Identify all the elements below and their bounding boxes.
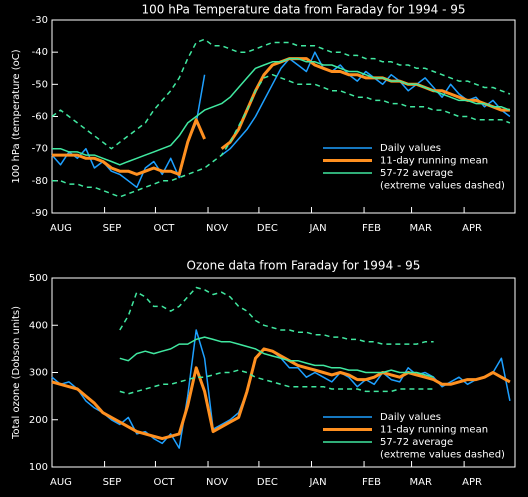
y-tick-label: 100 [29,462,48,473]
x-tick-label: OCT [153,477,175,488]
series-line [52,57,510,176]
legend-label: Daily values [380,412,441,423]
series-line [51,51,511,189]
x-tick-label: AUG [50,477,72,488]
y-tick-label: 400 [29,320,48,331]
legend-label: 11-day running mean [380,156,488,167]
x-tick-label: APR [462,477,482,488]
series-line [51,347,511,441]
extreme-lower-line [119,369,434,395]
x-tick-label: NOV [206,477,228,488]
extreme-upper-line [119,286,434,345]
legend-label: (extreme values dashed) [380,181,505,192]
chart-title: 100 hPa Temperature data from Faraday fo… [141,3,465,17]
series-line [52,57,511,166]
x-tick-label: SEP [103,477,122,488]
y-tick-label: -60 [32,112,48,123]
chart-title: Ozone data from Faraday for 1994 - 95 [187,259,421,273]
x-tick-label: FEB [362,477,381,488]
legend-label: 57-72 average [380,168,453,179]
x-tick-label: AUG [50,223,72,234]
y-tick-label: 200 [29,415,48,426]
extreme-lower-line [52,73,511,198]
x-tick-label: APR [462,223,482,234]
extreme-upper-line [51,38,511,150]
y-axis-label: 100 hPa (temperature (oC) [11,49,22,183]
x-tick-label: JAN [308,223,326,234]
x-tick-label: NOV [206,223,228,234]
y-tick-label: 500 [29,273,48,284]
x-tick-label: OCT [153,223,175,234]
y-tick-label: -40 [32,47,48,58]
x-tick-label: SEP [103,223,122,234]
x-tick-label: DEC [257,223,278,234]
legend-label: 11-day running mean [380,425,488,436]
y-tick-label: -80 [32,176,48,187]
y-tick-label: 300 [29,368,48,379]
series-line [119,336,434,378]
x-tick-label: DEC [257,477,278,488]
x-tick-label: FEB [362,223,381,234]
y-tick-label: -30 [32,15,48,26]
x-tick-label: MAR [410,477,432,488]
legend-label: Daily values [380,143,441,154]
y-tick-label: -50 [32,79,48,90]
x-tick-label: JAN [308,477,326,488]
y-tick-label: -90 [32,208,48,219]
y-tick-label: -70 [32,144,48,155]
y-axis-label: Total ozone (Dobson units) [11,306,22,440]
legend-label: 57-72 average [380,437,453,448]
x-tick-label: MAR [410,223,432,234]
legend-label: (extreme values dashed) [380,450,505,461]
